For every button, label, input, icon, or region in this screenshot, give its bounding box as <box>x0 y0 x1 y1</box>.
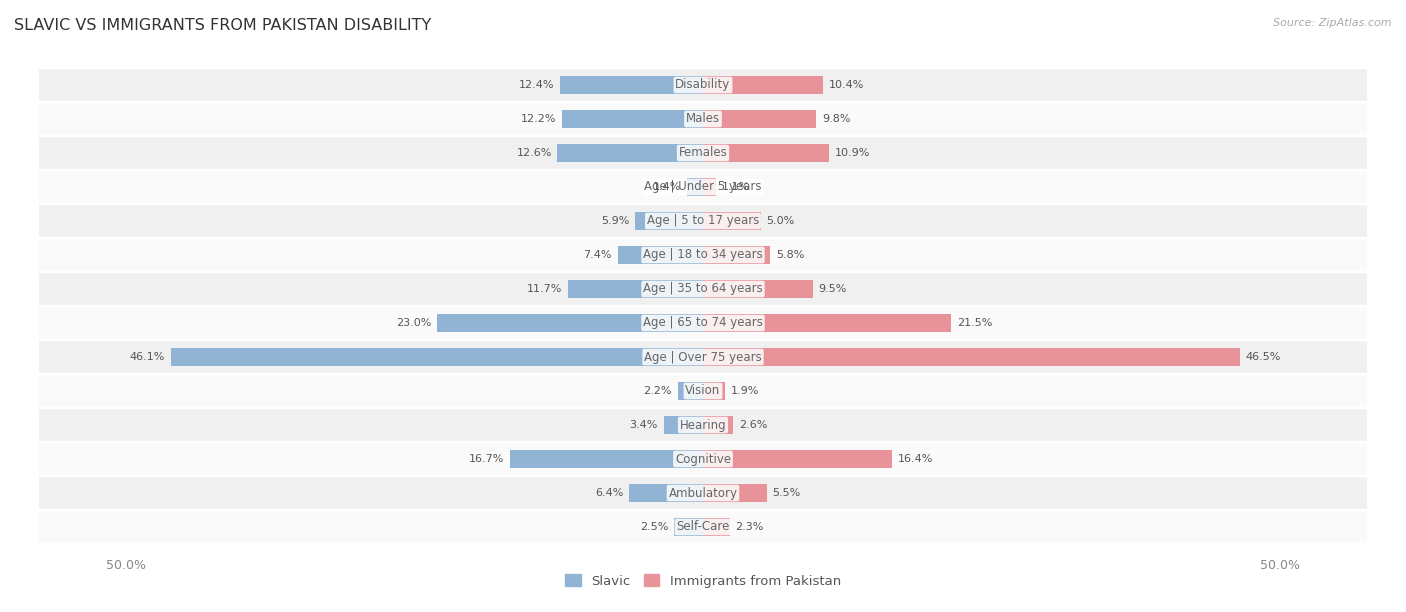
Text: 5.8%: 5.8% <box>776 250 804 260</box>
Text: 10.4%: 10.4% <box>830 80 865 90</box>
Text: Age | Under 5 years: Age | Under 5 years <box>644 181 762 193</box>
FancyBboxPatch shape <box>39 206 1367 237</box>
Text: 5.9%: 5.9% <box>600 216 628 226</box>
Text: 9.8%: 9.8% <box>823 114 851 124</box>
Bar <box>703 382 725 400</box>
Text: 3.4%: 3.4% <box>630 420 658 430</box>
Text: 2.5%: 2.5% <box>640 522 668 532</box>
Bar <box>703 110 815 129</box>
Bar <box>703 177 716 196</box>
FancyBboxPatch shape <box>39 103 1367 135</box>
Bar <box>703 76 823 94</box>
Text: 6.4%: 6.4% <box>595 488 623 498</box>
Text: 1.1%: 1.1% <box>721 182 749 192</box>
FancyBboxPatch shape <box>39 512 1367 543</box>
Text: 16.4%: 16.4% <box>898 454 934 464</box>
Text: 2.2%: 2.2% <box>644 386 672 396</box>
Bar <box>437 313 703 332</box>
FancyBboxPatch shape <box>39 443 1367 475</box>
Bar <box>703 450 893 468</box>
Text: 23.0%: 23.0% <box>396 318 432 328</box>
Text: 5.5%: 5.5% <box>772 488 800 498</box>
Bar <box>688 177 703 196</box>
Text: 46.1%: 46.1% <box>129 352 165 362</box>
Bar <box>703 212 761 230</box>
Bar <box>170 348 703 367</box>
Bar <box>617 245 703 264</box>
Text: Disability: Disability <box>675 78 731 92</box>
Bar <box>703 280 813 298</box>
FancyBboxPatch shape <box>39 307 1367 338</box>
FancyBboxPatch shape <box>39 171 1367 203</box>
Bar <box>703 144 830 162</box>
Bar <box>703 416 733 435</box>
Text: Source: ZipAtlas.com: Source: ZipAtlas.com <box>1274 18 1392 28</box>
Text: 2.3%: 2.3% <box>735 522 763 532</box>
FancyBboxPatch shape <box>39 375 1367 406</box>
Bar <box>703 313 952 332</box>
Bar <box>703 348 1240 367</box>
Bar <box>558 144 703 162</box>
FancyBboxPatch shape <box>39 477 1367 509</box>
Text: Vision: Vision <box>685 384 721 398</box>
FancyBboxPatch shape <box>39 137 1367 169</box>
Text: 12.4%: 12.4% <box>519 80 554 90</box>
FancyBboxPatch shape <box>39 341 1367 373</box>
Bar <box>703 245 770 264</box>
Text: 12.2%: 12.2% <box>520 114 557 124</box>
Bar <box>510 450 703 468</box>
FancyBboxPatch shape <box>39 274 1367 305</box>
Text: 1.9%: 1.9% <box>731 386 759 396</box>
Bar <box>678 382 703 400</box>
Bar <box>568 280 703 298</box>
FancyBboxPatch shape <box>39 239 1367 271</box>
Text: Hearing: Hearing <box>679 419 727 431</box>
Text: Ambulatory: Ambulatory <box>668 487 738 499</box>
Text: Age | 5 to 17 years: Age | 5 to 17 years <box>647 214 759 228</box>
Text: Self-Care: Self-Care <box>676 520 730 534</box>
Text: Cognitive: Cognitive <box>675 452 731 466</box>
Bar <box>628 483 703 502</box>
Bar <box>636 212 703 230</box>
Text: 12.6%: 12.6% <box>516 148 551 158</box>
Text: Age | 65 to 74 years: Age | 65 to 74 years <box>643 316 763 329</box>
Bar <box>703 518 730 536</box>
Bar <box>673 518 703 536</box>
FancyBboxPatch shape <box>39 409 1367 441</box>
Text: 21.5%: 21.5% <box>957 318 993 328</box>
Text: Age | 18 to 34 years: Age | 18 to 34 years <box>643 248 763 261</box>
Text: 46.5%: 46.5% <box>1246 352 1281 362</box>
Text: Age | 35 to 64 years: Age | 35 to 64 years <box>643 283 763 296</box>
Text: 7.4%: 7.4% <box>583 250 612 260</box>
Text: Age | Over 75 years: Age | Over 75 years <box>644 351 762 364</box>
Text: 11.7%: 11.7% <box>527 284 562 294</box>
Bar <box>703 483 766 502</box>
Text: Females: Females <box>679 146 727 160</box>
Legend: Slavic, Immigrants from Pakistan: Slavic, Immigrants from Pakistan <box>560 569 846 593</box>
Bar <box>664 416 703 435</box>
Text: 5.0%: 5.0% <box>766 216 794 226</box>
Bar <box>560 76 703 94</box>
Text: 10.9%: 10.9% <box>835 148 870 158</box>
FancyBboxPatch shape <box>39 69 1367 100</box>
Text: 2.6%: 2.6% <box>738 420 768 430</box>
Text: 9.5%: 9.5% <box>818 284 846 294</box>
Text: 1.4%: 1.4% <box>652 182 681 192</box>
Text: 16.7%: 16.7% <box>470 454 505 464</box>
Text: SLAVIC VS IMMIGRANTS FROM PAKISTAN DISABILITY: SLAVIC VS IMMIGRANTS FROM PAKISTAN DISAB… <box>14 18 432 34</box>
Bar <box>562 110 703 129</box>
Text: Males: Males <box>686 113 720 125</box>
